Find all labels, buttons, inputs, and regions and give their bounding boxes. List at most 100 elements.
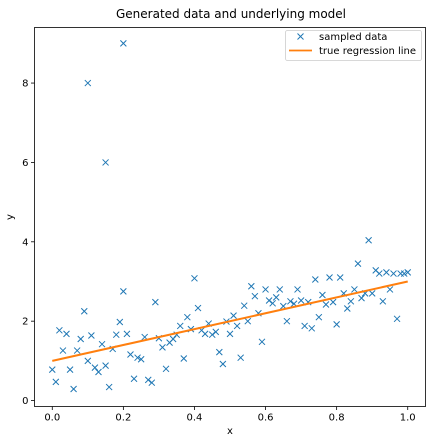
y-tick-label: 8 <box>22 79 28 90</box>
data-point <box>180 355 188 362</box>
x-axis-label: x <box>227 426 233 437</box>
data-point <box>152 298 159 306</box>
x-axis: 0.0 0.2 0.4 0.6 0.8 1.0 <box>44 406 416 424</box>
y-tick-label: 0 <box>22 396 28 407</box>
data-point <box>343 305 351 312</box>
data-point <box>52 378 60 386</box>
y-tick-label: 2 <box>22 317 28 328</box>
data-point <box>120 288 127 295</box>
data-point <box>315 313 323 321</box>
data-point <box>56 326 63 334</box>
data-point <box>215 348 223 356</box>
data-point <box>73 347 81 354</box>
data-point <box>237 354 245 362</box>
data-point <box>84 79 92 87</box>
data-point <box>70 385 77 393</box>
data-point <box>116 318 124 326</box>
data-point <box>91 364 99 371</box>
data-point <box>247 282 255 290</box>
data-point <box>134 354 141 362</box>
data-point <box>219 360 227 368</box>
data-point <box>287 297 294 305</box>
data-point <box>102 159 109 166</box>
data-point <box>112 331 120 339</box>
data-point <box>375 270 383 277</box>
data-point <box>120 40 127 47</box>
x-tick-label: 0.0 <box>44 413 60 424</box>
data-point <box>365 236 372 244</box>
y-axis: 0 2 4 6 8 <box>22 79 35 407</box>
data-point <box>244 317 252 325</box>
data-point <box>191 274 198 282</box>
data-point <box>319 291 326 299</box>
data-point <box>63 330 70 338</box>
data-point <box>77 335 85 343</box>
data-point <box>393 315 401 323</box>
data-point <box>358 294 365 302</box>
data-point <box>144 376 152 384</box>
data-point <box>265 297 273 304</box>
data-point <box>272 294 280 301</box>
data-point <box>212 328 220 336</box>
data-point <box>336 274 344 281</box>
data-point <box>308 324 316 332</box>
y-tick-label: 6 <box>22 158 28 169</box>
data-point <box>301 322 308 330</box>
data-point <box>102 362 109 369</box>
legend-marker-sampled-data <box>297 33 304 40</box>
data-point <box>230 312 237 319</box>
data-point <box>84 357 92 365</box>
data-point <box>88 332 95 339</box>
data-point <box>148 379 156 387</box>
data-point <box>137 355 145 363</box>
data-point <box>386 286 394 293</box>
x-tick-label: 1.0 <box>400 413 416 424</box>
data-point <box>226 330 234 338</box>
data-point <box>130 375 138 383</box>
data-point <box>201 330 209 338</box>
data-point <box>123 330 131 338</box>
data-point <box>258 338 266 346</box>
data-point <box>127 351 134 358</box>
legend-box <box>285 30 422 61</box>
data-point <box>297 297 305 304</box>
data-point <box>262 286 269 293</box>
regression-line <box>52 280 408 362</box>
data-point <box>48 366 56 373</box>
data-point <box>208 331 216 339</box>
data-point <box>333 320 340 328</box>
legend-label-true-regression-line: true regression line <box>319 46 416 57</box>
data-point <box>329 298 337 306</box>
data-point <box>105 383 113 391</box>
legend-label-sampled-data: sampled data <box>319 32 387 43</box>
data-point <box>95 368 102 376</box>
data-point <box>347 297 355 305</box>
data-point <box>322 301 330 308</box>
chart-title: Generated data and underlying model <box>116 7 346 21</box>
legend: sampled data true regression line <box>285 30 422 61</box>
data-point <box>326 274 333 281</box>
data-point <box>400 270 408 277</box>
data-point <box>59 347 67 354</box>
data-point <box>98 340 106 348</box>
data-point <box>66 366 74 373</box>
data-point <box>240 302 248 310</box>
data-point <box>194 304 202 312</box>
data-point <box>162 365 170 373</box>
data-point <box>383 269 390 276</box>
data-point <box>176 322 184 330</box>
axes-frame <box>34 27 426 407</box>
x-tick-label: 0.2 <box>115 413 131 424</box>
data-point <box>404 269 412 276</box>
data-point <box>368 290 376 297</box>
x-tick-label: 0.8 <box>329 413 345 424</box>
data-point <box>159 344 166 351</box>
data-point <box>379 297 387 305</box>
data-point <box>294 286 301 293</box>
data-point <box>390 270 397 277</box>
data-point <box>233 322 241 330</box>
data-point <box>251 292 259 300</box>
y-tick-label: 4 <box>22 237 28 248</box>
data-point <box>80 307 88 315</box>
